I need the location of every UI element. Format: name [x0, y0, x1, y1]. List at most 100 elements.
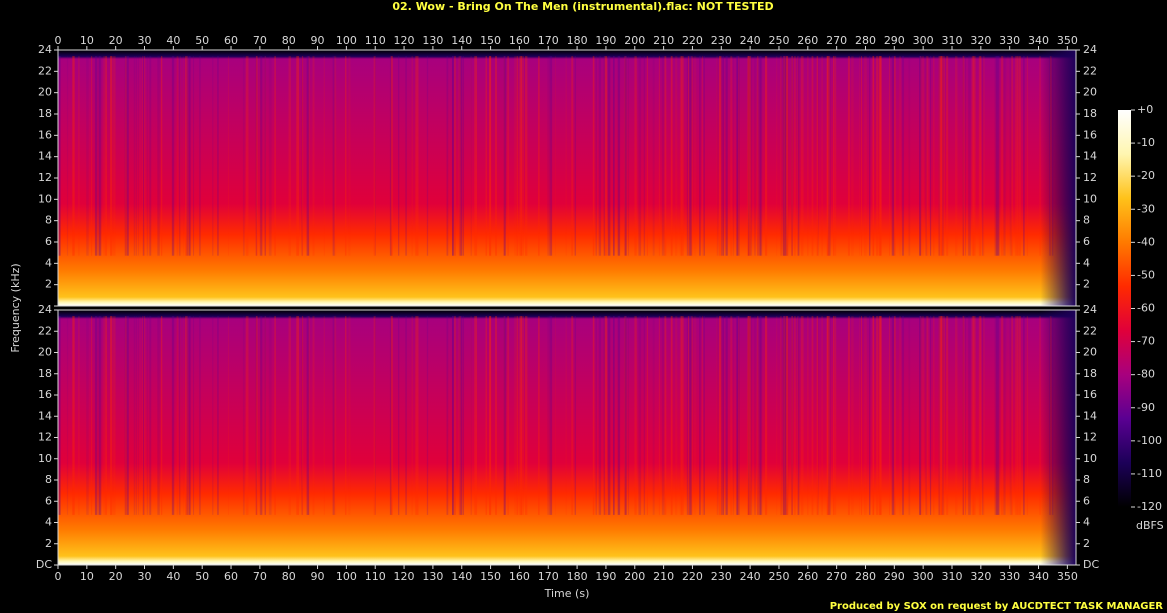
x-tick-label-top: 310	[941, 34, 962, 47]
colorbar-tick-label: -70	[1137, 335, 1155, 348]
x-tick-label-bottom: 70	[253, 570, 267, 583]
y-tick-label: 4	[45, 516, 52, 529]
x-tick-label-top: 220	[682, 34, 703, 47]
x-tick-label-bottom: 140	[451, 570, 472, 583]
y-tick-label-right: 16	[1083, 128, 1097, 141]
y-tick-label-right: 20	[1083, 346, 1097, 359]
y-tick-label-right: 4	[1083, 516, 1090, 529]
spectrogram-fade	[58, 50, 1076, 306]
x-tick-label-bottom: 230	[711, 570, 732, 583]
x-tick-label-bottom: 90	[311, 570, 325, 583]
x-tick-label-bottom: 0	[55, 570, 62, 583]
colorbar-tick-label: -40	[1137, 235, 1155, 248]
colorbar-tick-label: -60	[1137, 302, 1155, 315]
y-tick-label-right: 2	[1083, 278, 1090, 291]
y-tick-label: 14	[38, 409, 52, 422]
colorbar-tick-label: -110	[1137, 467, 1162, 480]
y-tick-label: 16	[38, 128, 52, 141]
y-tick-label-right: 24	[1083, 303, 1097, 316]
x-tick-label-top: 280	[855, 34, 876, 47]
y-tick-label: 2	[45, 537, 52, 550]
y-tick-label: 4	[45, 256, 52, 269]
x-tick-label-bottom: 320	[970, 570, 991, 583]
x-tick-label-bottom: 30	[138, 570, 152, 583]
y-tick-label-right: 4	[1083, 256, 1090, 269]
x-tick-label-bottom: 80	[282, 570, 296, 583]
colorbar-label: dBFS	[1136, 519, 1164, 532]
x-tick-label-bottom: 220	[682, 570, 703, 583]
y-tick-label-right: 12	[1083, 431, 1097, 444]
y-tick-label-right: 2	[1083, 537, 1090, 550]
x-tick-label-top: 250	[768, 34, 789, 47]
x-tick-label-bottom: 10	[80, 570, 94, 583]
y-tick-label: 20	[38, 346, 52, 359]
x-tick-label-bottom: 300	[913, 570, 934, 583]
x-tick-label-bottom: 150	[480, 570, 501, 583]
x-tick-label-top: 50	[195, 34, 209, 47]
x-tick-label-top: 120	[394, 34, 415, 47]
x-tick-label-bottom: 20	[109, 570, 123, 583]
x-tick-label-bottom: 120	[394, 570, 415, 583]
x-tick-label-top: 350	[1057, 34, 1078, 47]
y-tick-label-right: 22	[1083, 324, 1097, 337]
x-tick-label-top: 80	[282, 34, 296, 47]
y-tick-label-right: 18	[1083, 367, 1097, 380]
y-tick-label: 6	[45, 235, 52, 248]
y-tick-label-right: 8	[1083, 214, 1090, 227]
y-tick-label-right: 14	[1083, 150, 1097, 163]
x-tick-label-bottom: 200	[624, 570, 645, 583]
y-tick-label: 24	[38, 43, 52, 56]
spectrogram-fade	[58, 310, 1076, 565]
x-tick-label-top: 210	[653, 34, 674, 47]
x-tick-label-bottom: 100	[336, 570, 357, 583]
y-tick-label: 16	[38, 388, 52, 401]
x-tick-label-bottom: 310	[941, 570, 962, 583]
x-tick-label-bottom: 350	[1057, 570, 1078, 583]
y-tick-label: 10	[38, 192, 52, 205]
x-tick-label-bottom: 180	[567, 570, 588, 583]
x-tick-label-top: 150	[480, 34, 501, 47]
x-tick-label-top: 270	[826, 34, 847, 47]
y-tick-label: 6	[45, 494, 52, 507]
y-tick-label-right: 24	[1083, 43, 1097, 56]
x-tick-label-top: 30	[138, 34, 152, 47]
y-tick-label: 22	[38, 324, 52, 337]
colorbar-tick-label: -50	[1137, 268, 1155, 281]
x-tick-label-bottom: 260	[797, 570, 818, 583]
x-tick-label-top: 0	[55, 34, 62, 47]
x-tick-label-top: 140	[451, 34, 472, 47]
y-tick-label-right: 12	[1083, 171, 1097, 184]
chart-title: 02. Wow - Bring On The Men (instrumental…	[392, 0, 773, 13]
y-tick-label-right: 22	[1083, 64, 1097, 77]
y-tick-label: DC	[36, 558, 52, 571]
y-axis-label: Frequency (kHz)	[9, 263, 22, 352]
colorbar-tick-label: -10	[1137, 136, 1155, 149]
x-tick-label-top: 260	[797, 34, 818, 47]
y-tick-label: 12	[38, 171, 52, 184]
x-tick-label-bottom: 240	[740, 570, 761, 583]
y-tick-label: 22	[38, 64, 52, 77]
x-tick-label-bottom: 170	[538, 570, 559, 583]
x-tick-label-top: 70	[253, 34, 267, 47]
y-tick-label-right: 10	[1083, 192, 1097, 205]
x-tick-label-top: 230	[711, 34, 732, 47]
x-tick-label-top: 170	[538, 34, 559, 47]
y-tick-label: 12	[38, 431, 52, 444]
y-tick-label: 14	[38, 150, 52, 163]
colorbar-tick-label: -20	[1137, 169, 1155, 182]
x-tick-label-bottom: 340	[1028, 570, 1049, 583]
y-tick-label: 8	[45, 214, 52, 227]
x-tick-label-bottom: 190	[595, 570, 616, 583]
x-tick-label-bottom: 270	[826, 570, 847, 583]
x-tick-label-top: 60	[224, 34, 238, 47]
y-tick-label: 20	[38, 86, 52, 99]
x-tick-label-bottom: 130	[422, 570, 443, 583]
colorbar	[1118, 110, 1131, 507]
x-tick-label-bottom: 280	[855, 570, 876, 583]
x-tick-label-bottom: 330	[999, 570, 1020, 583]
y-tick-label-right: 6	[1083, 235, 1090, 248]
x-tick-label-bottom: 250	[768, 570, 789, 583]
x-tick-label-top: 130	[422, 34, 443, 47]
y-tick-label-right: 20	[1083, 86, 1097, 99]
x-tick-label-top: 200	[624, 34, 645, 47]
